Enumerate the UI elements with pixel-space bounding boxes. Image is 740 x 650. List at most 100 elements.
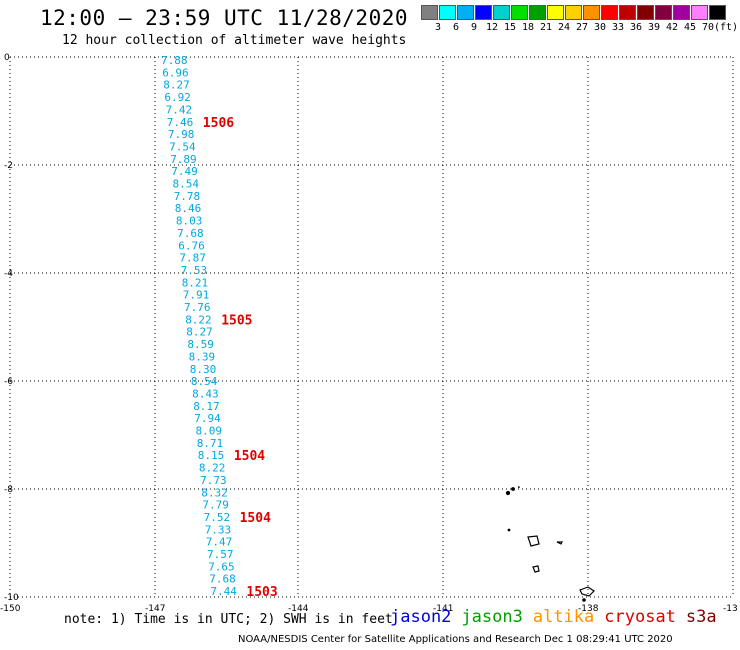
legend-entry-jason3: jason3 bbox=[461, 607, 523, 627]
colorbar-label: 70 bbox=[701, 22, 715, 33]
swh-value: 7.52 bbox=[204, 511, 231, 524]
islands bbox=[505, 486, 595, 602]
swh-value: 7.49 bbox=[171, 165, 198, 178]
swh-value: 8.59 bbox=[187, 338, 214, 351]
latitude-labels: 0 -2 -4 -6 -8 -10 bbox=[4, 53, 19, 603]
colorbar-labels: 3 6 9 12 15 18 21 24 27 30 33 36 39 42 45 70 (ft) bbox=[421, 22, 740, 36]
pass-number: 1505 bbox=[221, 313, 252, 328]
swh-value: 7.73 bbox=[200, 474, 227, 487]
colorbar-swatch bbox=[583, 5, 600, 20]
swh-value: 7.98 bbox=[168, 128, 195, 141]
colorbar-swatch bbox=[565, 5, 582, 20]
swh-value: 8.46 bbox=[175, 202, 202, 215]
colorbar-swatch bbox=[655, 5, 672, 20]
swh-value: 7.65 bbox=[208, 560, 235, 573]
legend-entry-altika: altika bbox=[532, 607, 595, 627]
colorbar-label: 36 bbox=[629, 22, 643, 33]
swh-value: 7.54 bbox=[169, 140, 196, 153]
colorbar-label: 21 bbox=[539, 22, 553, 33]
swh-value: 7.42 bbox=[166, 103, 193, 116]
swh-value: 8.54 bbox=[173, 178, 200, 191]
colorbar-swatch bbox=[421, 5, 438, 20]
pass-number: 1506 bbox=[203, 116, 234, 131]
swh-value: 7.88 bbox=[161, 54, 188, 67]
latitude-label: -4 bbox=[4, 269, 13, 279]
lat-lon-grid bbox=[9, 56, 734, 598]
longitude-label: -138 bbox=[578, 604, 599, 614]
swh-value: 8.39 bbox=[189, 350, 216, 363]
island bbox=[579, 586, 595, 597]
longitude-label: -13 bbox=[723, 604, 738, 614]
colorbar-swatch bbox=[511, 5, 528, 20]
island bbox=[518, 486, 520, 488]
swh-value: 6.92 bbox=[164, 91, 191, 104]
island bbox=[507, 528, 511, 532]
colorbar-swatch bbox=[601, 5, 618, 20]
swh-value: 8.03 bbox=[176, 215, 203, 228]
legend-entry-jason2: jason2 bbox=[390, 607, 452, 627]
longitude-label: -150 bbox=[0, 604, 21, 614]
map-title: 12:00 – 23:59 UTC 11/28/2020 bbox=[40, 6, 409, 30]
swh-value: 7.57 bbox=[207, 548, 234, 561]
swh-value: 7.53 bbox=[181, 264, 208, 277]
swh-value: 7.68 bbox=[177, 227, 204, 240]
swh-value: 8.30 bbox=[190, 363, 217, 376]
colorbar-swatch bbox=[637, 5, 654, 20]
colorbar-label: 45 bbox=[683, 22, 697, 33]
swh-value: 7.91 bbox=[183, 289, 210, 302]
swh-value: 6.76 bbox=[178, 239, 205, 252]
colorbar-swatch bbox=[619, 5, 636, 20]
colorbar-swatch bbox=[475, 5, 492, 20]
pass-labels: 1506 1505 1504 1504 1503 bbox=[203, 116, 278, 600]
swh-value: 8.17 bbox=[193, 400, 220, 413]
swh-value: 6.96 bbox=[162, 66, 189, 79]
colorbar-label: 3 bbox=[434, 22, 442, 33]
swh-value: 8.27 bbox=[163, 79, 190, 92]
colorbar-swatch bbox=[493, 5, 510, 20]
legend-entry-cryosat: cryosat bbox=[604, 607, 676, 627]
swh-value: 7.78 bbox=[174, 190, 201, 203]
colorbar-label: 24 bbox=[557, 22, 571, 33]
swh-value: 8.32 bbox=[201, 486, 228, 499]
colorbar-swatch bbox=[547, 5, 564, 20]
satellite-legend: jason2 jason3 altika cryosat s3a bbox=[390, 607, 727, 627]
longitude-label: -141 bbox=[433, 604, 453, 614]
colorbar-label: 30 bbox=[593, 22, 607, 33]
island bbox=[532, 565, 540, 573]
swh-value: 7.79 bbox=[202, 499, 229, 512]
island bbox=[511, 487, 515, 491]
longitude-label: -147 bbox=[145, 604, 165, 614]
longitude-labels: -150 -147 -144 -141 -138 -13 bbox=[0, 604, 738, 614]
swh-value: 8.43 bbox=[192, 387, 219, 400]
colorbar-label: 9 bbox=[470, 22, 478, 33]
swh-value: 7.94 bbox=[194, 412, 221, 425]
units-note: note: 1) Time is in UTC; 2) SWH is in fe… bbox=[64, 612, 393, 627]
colorbar-swatch bbox=[439, 5, 456, 20]
colorbar-label: 33 bbox=[611, 22, 625, 33]
swh-value: 7.46 bbox=[167, 116, 194, 129]
swh-value: 8.27 bbox=[186, 326, 213, 339]
island bbox=[556, 541, 563, 545]
swh-value: 7.47 bbox=[206, 536, 233, 549]
island bbox=[527, 535, 540, 547]
swh-value: 7.89 bbox=[170, 153, 197, 166]
swh-track: 7.886.968.276.927.427.467.987.547.897.49… bbox=[161, 54, 237, 598]
latitude-label: 0 bbox=[4, 53, 10, 63]
colorbar-swatch bbox=[691, 5, 708, 20]
colorbar-swatch bbox=[529, 5, 546, 20]
swh-value: 8.71 bbox=[197, 437, 224, 450]
colorbar-label: 27 bbox=[575, 22, 589, 33]
pass-number: 1503 bbox=[246, 585, 277, 600]
swh-value: 8.54 bbox=[191, 375, 218, 388]
colorbar-swatch bbox=[457, 5, 474, 20]
colorbar-swatch bbox=[709, 5, 726, 20]
colorbar-label: 18 bbox=[521, 22, 535, 33]
swh-value: 8.22 bbox=[185, 313, 212, 326]
latitude-label: -8 bbox=[4, 485, 13, 495]
wave-height-colorbar bbox=[421, 5, 727, 21]
credit-line: NOAA/NESDIS Center for Satellite Applica… bbox=[238, 634, 673, 645]
pass-number: 1504 bbox=[234, 449, 265, 464]
colorbar-swatch bbox=[673, 5, 690, 20]
island bbox=[582, 598, 586, 602]
